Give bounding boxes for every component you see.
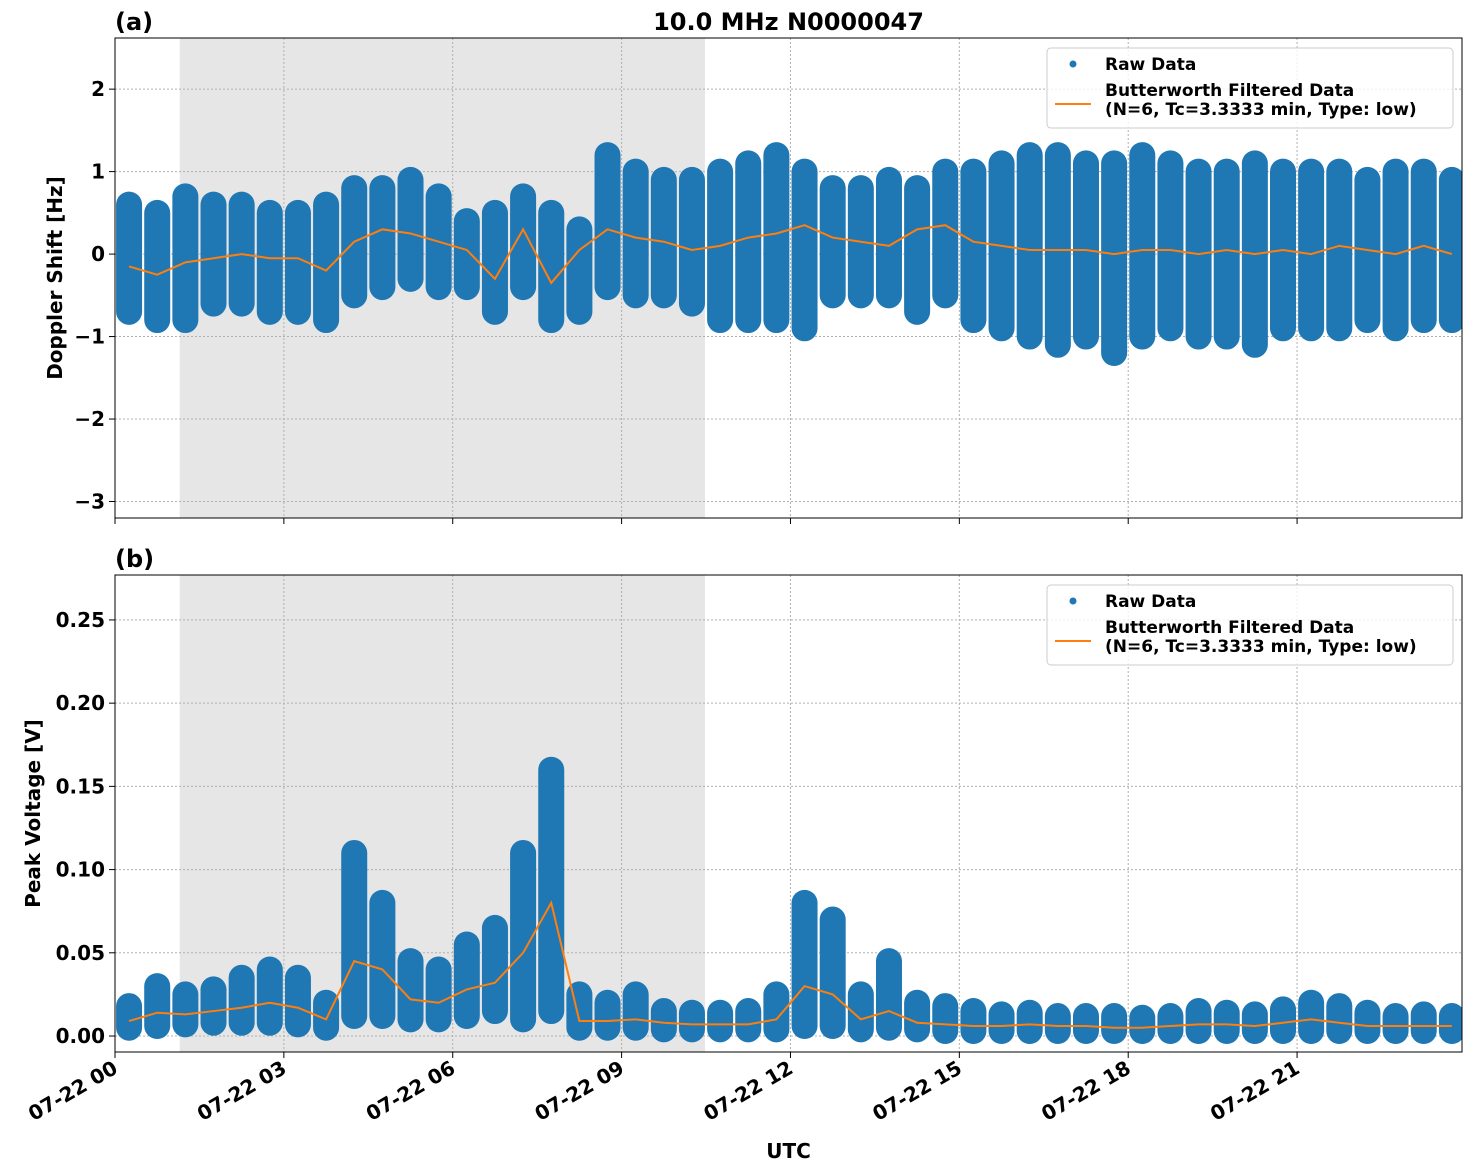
chart-title: 10.0 MHz N0000047 bbox=[653, 8, 924, 36]
plot-area bbox=[116, 756, 1462, 1045]
legend-label: Butterworth Filtered Data bbox=[1105, 81, 1354, 101]
y-tick-label: 0.25 bbox=[56, 608, 105, 632]
x-tick-label: 07-22 15 bbox=[868, 1056, 966, 1126]
axes-frame bbox=[114, 574, 1463, 1053]
legend-note: (N=6, Tc=3.3333 min, Type: low) bbox=[1105, 637, 1417, 657]
legend-marker bbox=[1069, 60, 1077, 68]
x-axis-label: UTC bbox=[766, 1139, 811, 1163]
y-tick-label: 1 bbox=[91, 160, 105, 184]
y-tick-label: −3 bbox=[74, 490, 105, 514]
y-tick-label: 0.10 bbox=[56, 858, 105, 882]
y-tick-label: 0.15 bbox=[56, 774, 105, 798]
x-tick-label: 07-22 12 bbox=[699, 1056, 797, 1126]
y-tick-label: 0 bbox=[91, 242, 105, 266]
x-tick-label: 07-22 00 bbox=[24, 1056, 122, 1126]
legend-label: Raw Data bbox=[1105, 55, 1196, 75]
y-tick-label: 0.20 bbox=[56, 691, 105, 715]
legend-marker bbox=[1069, 597, 1077, 605]
y-axis-label: Doppler Shift [Hz] bbox=[43, 176, 67, 380]
x-tick-label: 07-22 09 bbox=[531, 1056, 629, 1126]
x-tick-label: 07-22 18 bbox=[1037, 1056, 1135, 1126]
legend-note: (N=6, Tc=3.3333 min, Type: low) bbox=[1105, 100, 1417, 120]
y-tick-label: −2 bbox=[74, 407, 105, 431]
panel-label: (b) bbox=[115, 545, 154, 573]
legend-label: Butterworth Filtered Data bbox=[1105, 618, 1354, 638]
x-tick-label: 07-22 03 bbox=[193, 1056, 291, 1126]
filtered-line bbox=[128, 900, 1452, 1029]
axes-frame bbox=[114, 37, 1463, 519]
y-tick-label: 2 bbox=[91, 77, 105, 101]
y-axis-label: Peak Voltage [V] bbox=[21, 719, 45, 908]
panel-label: (a) bbox=[115, 8, 153, 36]
legend-label: Raw Data bbox=[1105, 592, 1196, 612]
legend-box bbox=[1046, 584, 1454, 666]
y-tick-label: −1 bbox=[74, 325, 105, 349]
x-tick-label: 07-22 21 bbox=[1206, 1056, 1304, 1126]
y-tick-label: 0.05 bbox=[56, 941, 105, 965]
x-tick-label: 07-22 06 bbox=[362, 1056, 460, 1126]
plot-area bbox=[116, 142, 1462, 367]
y-tick-label: 0.00 bbox=[56, 1024, 105, 1048]
legend-box bbox=[1046, 47, 1454, 129]
filtered-line bbox=[128, 224, 1453, 285]
